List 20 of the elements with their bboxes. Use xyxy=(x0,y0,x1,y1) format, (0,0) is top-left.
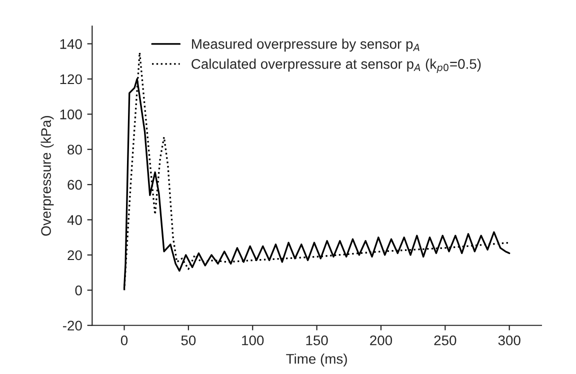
y-tick-label: 100 xyxy=(60,110,82,120)
x-axis-title: Time (ms) xyxy=(286,354,347,367)
y-tick-label: 0 xyxy=(75,286,82,296)
x-tick-label: 50 xyxy=(181,335,196,346)
y-tick-label: 120 xyxy=(60,74,82,84)
y-axis-title: Overpressure (kPa) xyxy=(40,116,54,236)
x-tick-label: 200 xyxy=(370,335,392,346)
x-tick-label: 100 xyxy=(242,335,264,346)
legend-label: Calculated overpressure at sensor p$_{A}$ (k$_{p0}$=0.5) xyxy=(192,58,481,74)
y-tick-label: 140 xyxy=(60,39,82,49)
y-tick-label: 80 xyxy=(68,144,82,155)
x-tick-label: 0 xyxy=(120,335,128,346)
x-tick-label: 300 xyxy=(498,335,520,346)
y-tick-label: 20 xyxy=(68,250,82,260)
y-tick-label: 60 xyxy=(68,180,82,190)
y-tick-label: 40 xyxy=(67,215,82,225)
x-tick-label: 250 xyxy=(434,335,456,346)
legend-label: Measured overpressure by sensor p$_{A}$ xyxy=(192,38,420,52)
x-tick-label: 150 xyxy=(306,335,328,346)
y-tick-label: -20 xyxy=(62,320,82,331)
